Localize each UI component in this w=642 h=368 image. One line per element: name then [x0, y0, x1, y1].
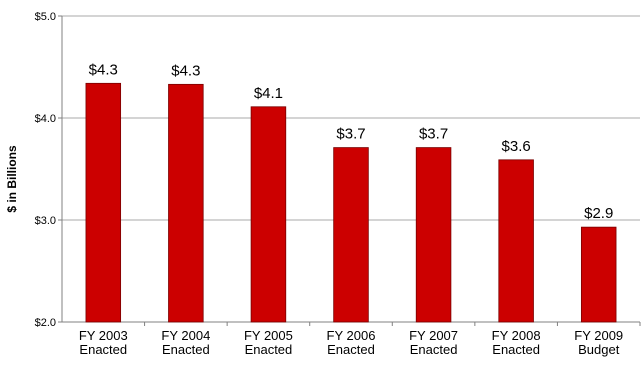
data-label: $3.7: [419, 126, 448, 143]
x-tick-label: FY 2009: [574, 328, 623, 343]
x-tick-label: Enacted: [492, 342, 540, 357]
y-tick-label: $4.0: [35, 113, 56, 125]
x-tick-label: FY 2008: [492, 328, 541, 343]
y-tick-label: $2.0: [35, 317, 56, 329]
bar: [168, 83, 204, 323]
bar: [415, 147, 452, 323]
x-tick-label: FY 2007: [409, 328, 458, 343]
x-tick-label: FY 2006: [327, 328, 376, 343]
bar: [580, 226, 617, 323]
x-tick-label: FY 2003: [79, 328, 128, 343]
data-label: $3.7: [336, 126, 365, 143]
x-tick-label: Enacted: [162, 342, 210, 357]
bar: [498, 159, 534, 323]
bar: [85, 82, 122, 323]
data-label: $4.1: [254, 85, 283, 102]
labels: $2.0$3.0$4.0$5.0$4.3FY 2003Enacted$4.3FY…: [35, 11, 624, 357]
y-tick-label: $5.0: [35, 11, 56, 23]
y-tick-label: $3.0: [35, 215, 56, 227]
bar: [333, 147, 369, 323]
x-tick-label: FY 2004: [161, 328, 210, 343]
data-label: $3.6: [502, 138, 531, 155]
bars: [85, 82, 617, 323]
x-tick-label: Enacted: [79, 342, 127, 357]
x-tick-label: Enacted: [410, 342, 458, 357]
x-tick-label: Budget: [578, 342, 620, 357]
data-label: $2.9: [584, 205, 613, 222]
x-tick-label: Enacted: [327, 342, 375, 357]
x-tick-label: FY 2005: [244, 328, 293, 343]
data-label: $4.3: [89, 61, 118, 78]
y-axis-title: $ in Billions: [5, 145, 19, 213]
bar: [250, 106, 287, 323]
data-label: $4.3: [171, 62, 200, 79]
x-tick-label: Enacted: [245, 342, 293, 357]
